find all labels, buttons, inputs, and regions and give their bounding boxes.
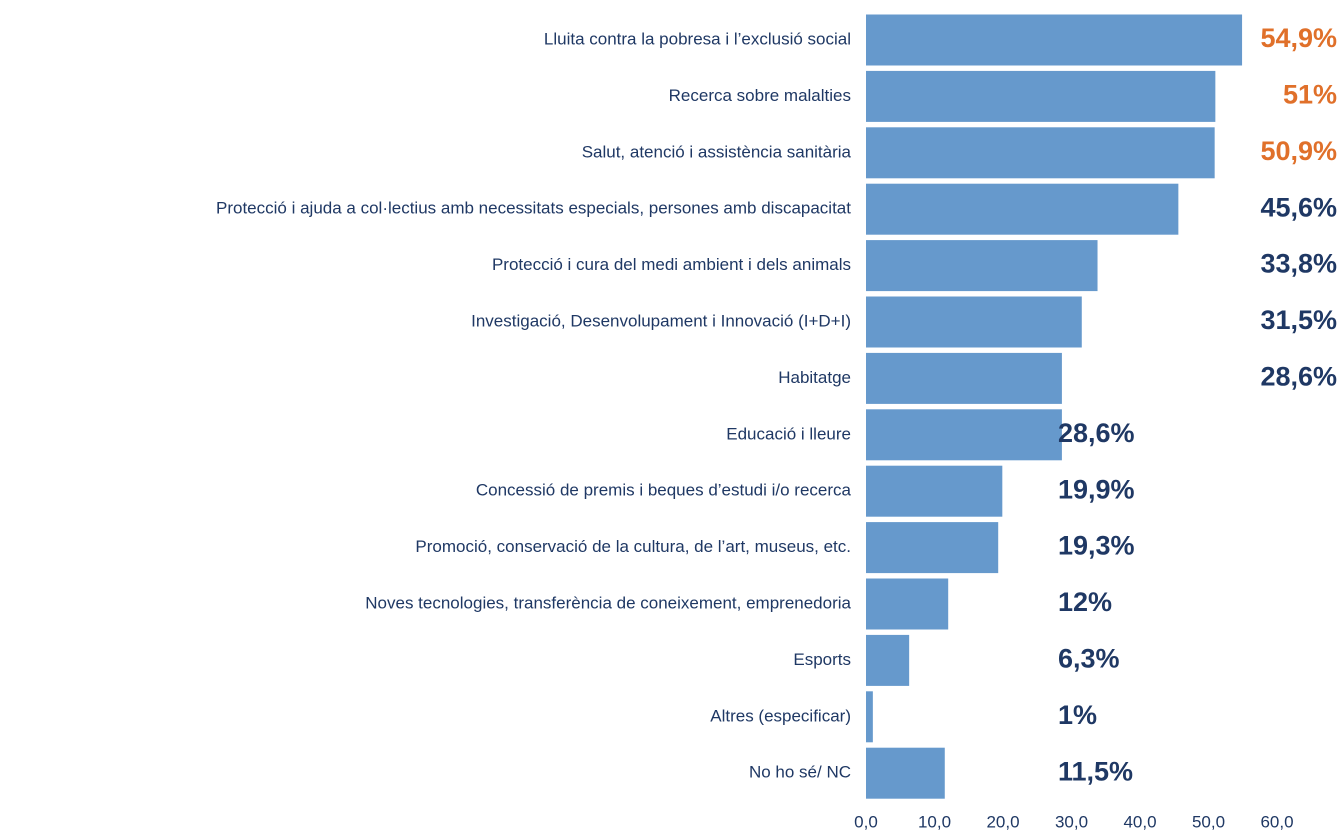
- category-label: Concessió de premis i beques d’estudi i/…: [476, 481, 852, 500]
- category-label: No ho sé/ NC: [749, 763, 851, 782]
- x-tick-label: 20,0: [986, 812, 1019, 831]
- value-label: 50,9%: [1260, 136, 1337, 166]
- bar: [866, 409, 1062, 461]
- category-label: Promoció, conservació de la cultura, de …: [415, 537, 851, 556]
- category-label: Investigació, Desenvolupament i Innovaci…: [471, 311, 851, 330]
- value-label: 1%: [1058, 700, 1097, 730]
- value-label: 33,8%: [1260, 249, 1337, 279]
- bar: [866, 522, 999, 574]
- bar: [866, 183, 1179, 235]
- bar: [866, 747, 945, 799]
- value-label: 28,6%: [1058, 418, 1135, 448]
- value-label: 45,6%: [1260, 192, 1337, 222]
- x-tick-label: 60,0: [1260, 812, 1293, 831]
- category-label: Esports: [793, 650, 851, 669]
- bar: [866, 240, 1098, 292]
- category-label: Noves tecnologies, transferència de cone…: [365, 593, 851, 612]
- category-label: Habitatge: [778, 368, 851, 387]
- value-label: 31,5%: [1260, 305, 1337, 335]
- bar: [866, 70, 1216, 122]
- bar: [866, 296, 1082, 348]
- value-label: 54,9%: [1260, 23, 1337, 53]
- value-label: 6,3%: [1058, 644, 1120, 674]
- category-label: Salut, atenció i assistència sanitària: [582, 142, 852, 161]
- category-label: Protecció i ajuda a col·lectius amb nece…: [216, 199, 851, 218]
- category-label: Altres (especificar): [710, 706, 851, 725]
- value-label: 19,9%: [1058, 474, 1135, 504]
- category-label: Recerca sobre malalties: [669, 86, 851, 105]
- bar: [866, 14, 1243, 66]
- category-label: Lluita contra la pobresa i l’exclusió so…: [544, 29, 851, 48]
- value-label: 19,3%: [1058, 531, 1135, 561]
- bar: [866, 127, 1215, 179]
- bar: [866, 465, 1003, 517]
- value-label: 11,5%: [1058, 756, 1133, 786]
- x-tick-label: 40,0: [1123, 812, 1156, 831]
- category-label: Protecció i cura del medi ambient i dels…: [492, 255, 851, 274]
- value-label: 28,6%: [1260, 362, 1337, 392]
- x-tick-label: 10,0: [918, 812, 951, 831]
- bar: [866, 352, 1062, 404]
- bar: [866, 578, 949, 630]
- bar: [866, 691, 873, 743]
- category-label: Educació i lleure: [726, 424, 851, 443]
- value-label: 51%: [1283, 80, 1337, 110]
- value-label: 12%: [1058, 587, 1112, 617]
- bar: [866, 634, 910, 686]
- x-tick-label: 30,0: [1055, 812, 1088, 831]
- x-tick-label: 0,0: [854, 812, 878, 831]
- x-tick-label: 50,0: [1192, 812, 1225, 831]
